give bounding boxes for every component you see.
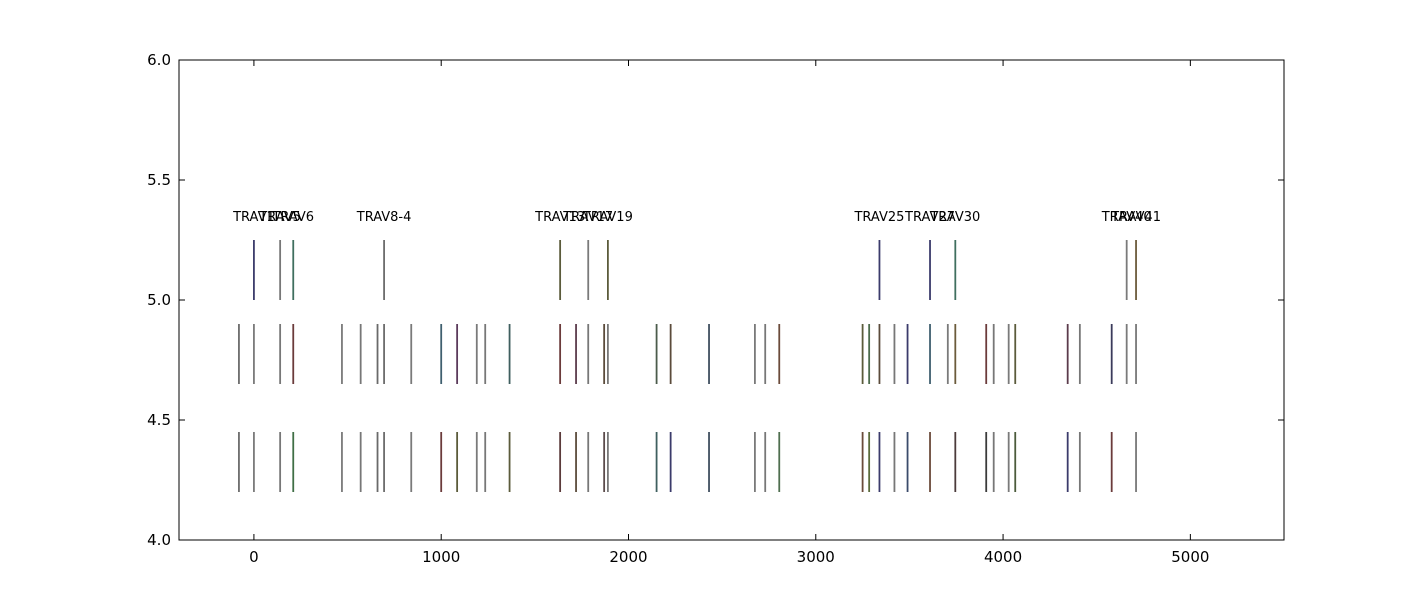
y-tick-label: 4.5 <box>147 411 171 429</box>
x-axis: 0 1000 2000 3000 4000 5000 <box>249 60 1209 566</box>
y-tick-label: 5.0 <box>147 291 171 309</box>
gene-label: TRAV19 <box>582 210 633 225</box>
x-tick-label: 2000 <box>609 548 647 566</box>
y-tick-label: 5.5 <box>147 171 171 189</box>
gene-label: TRAV17 <box>562 210 613 225</box>
gene-label: TRAV41 <box>1110 210 1161 225</box>
y-tick-label: 4.0 <box>147 531 171 549</box>
event-marks <box>238 240 1137 492</box>
x-tick-label: 5000 <box>1171 548 1209 566</box>
plot-frame <box>178 59 1285 541</box>
gene-label: TRAV27 <box>904 210 955 225</box>
gene-label: TRAV1 <box>232 210 275 225</box>
x-tick-label: 4000 <box>984 548 1022 566</box>
gene-label: TRAV5 <box>258 210 301 225</box>
x-tick-label: 1000 <box>422 548 460 566</box>
gene-label: TRAV8-4 <box>356 210 412 225</box>
x-tick-label: 3000 <box>797 548 835 566</box>
gene-label: TRAV6 <box>271 210 314 225</box>
gene-label: TRAV30 <box>929 210 980 225</box>
gene-label: TRAV40 <box>1101 210 1152 225</box>
x-tick-label: 0 <box>249 548 259 566</box>
y-axis: 4.0 4.5 5.0 5.5 6.0 <box>147 51 1284 549</box>
gene-label: TRAV25 <box>853 210 904 225</box>
gene-label: TRAV13 <box>534 210 585 225</box>
y-tick-label: 6.0 <box>147 51 171 69</box>
